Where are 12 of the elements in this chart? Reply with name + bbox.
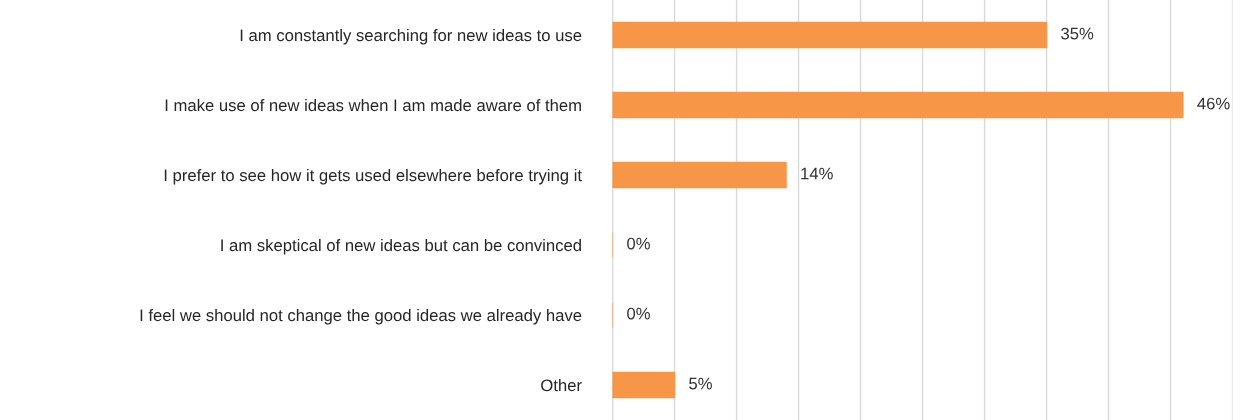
y-tick-label: I make use of new ideas when I am made aware of them	[165, 98, 581, 112]
data-label: 0%	[627, 307, 650, 320]
data-label: 0%	[627, 237, 650, 250]
y-tick-label: I am skeptical of new ideas but can be convinced	[221, 238, 581, 255]
y-tick-label: I am constantly searching for new ideas to use	[240, 28, 582, 45]
y-tick-label: I feel we should not change the good ideas we already have	[140, 308, 582, 325]
data-label: 35%	[1061, 27, 1094, 40]
data-label: 14%	[801, 167, 833, 180]
y-tick-label: I prefer to see how it gets used elsewhere before trying it	[164, 168, 582, 185]
data-label: 46%	[1197, 97, 1230, 110]
y-tick-label: Other	[541, 378, 582, 392]
data-label: 5%	[689, 377, 712, 390]
